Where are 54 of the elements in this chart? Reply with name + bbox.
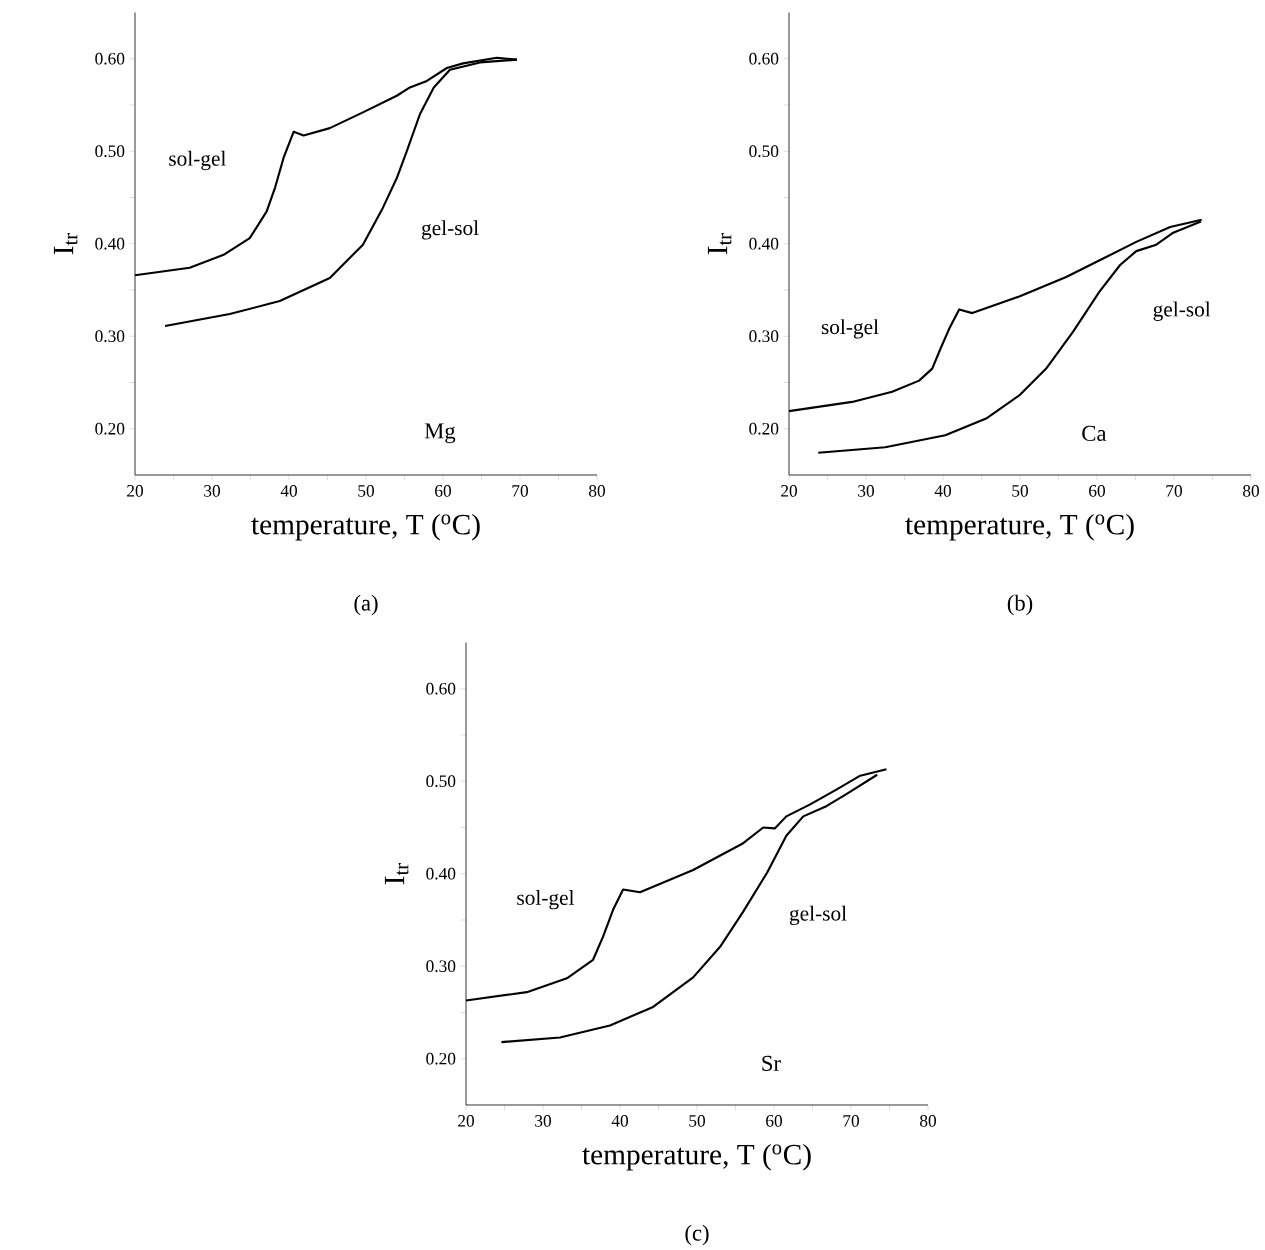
y-tick-label: 0.20	[749, 423, 779, 435]
x-tick-label: 60	[1089, 485, 1106, 497]
text: gel-sol	[1153, 301, 1211, 322]
y-tick-label: 0.60	[749, 52, 779, 65]
text: sol-gel	[821, 319, 879, 339]
x-axis-title: temperature, T ($^{o}$C)	[905, 514, 1134, 541]
y-tick-label: 0.60	[95, 52, 125, 65]
x-tick-label: 70	[1166, 485, 1183, 497]
y-axis-title: I$_{tr}$	[384, 863, 409, 885]
y-tick-label: 0.50	[426, 775, 456, 788]
y-tick-label: 0.30	[426, 960, 456, 973]
text: (c)	[685, 1224, 709, 1246]
y-tick-label: 0.50	[95, 145, 125, 158]
x-tick-label: 20	[127, 485, 144, 497]
x-tick-label: 20	[458, 1115, 475, 1127]
y-tick-label: 0.30	[749, 330, 779, 343]
x-tick-label: 60	[435, 485, 452, 497]
x-tick-label: 40	[934, 485, 952, 497]
series-label: gel-sol	[789, 905, 847, 926]
series-label: sol-gel	[517, 890, 575, 910]
y-tick-label: 0.60	[426, 682, 456, 695]
text: (b)	[1007, 594, 1033, 616]
x-tick-label: 50	[689, 1115, 706, 1127]
annotation: Mg	[424, 423, 456, 444]
text: sol-gel	[169, 150, 226, 171]
y-tick-label: 0.20	[426, 1052, 456, 1065]
y-axis-title: I$_{tr}$	[53, 233, 78, 255]
x-tick-label: 50	[1012, 485, 1029, 497]
x-tick-label: 40	[280, 485, 298, 497]
annotation: Sr	[762, 1055, 781, 1072]
x-tick-label: 80	[920, 1115, 937, 1127]
text: (a)	[354, 594, 378, 616]
x-tick-label: 50	[358, 485, 375, 497]
y-tick-label: 0.20	[95, 423, 125, 435]
series-label: gel-sol	[421, 220, 479, 240]
y-tick-label: 0.50	[749, 145, 779, 158]
y-axis-title: I$_{tr}$	[707, 233, 732, 255]
x-tick-label: 30	[858, 485, 875, 497]
x-axis-title: temperature, T ($^{o}$C)	[251, 514, 480, 541]
x-tick-label: 20	[781, 485, 798, 497]
y-tick-label: 0.40	[749, 238, 779, 250]
x-tick-label: 80	[589, 485, 606, 497]
x-tick-label: 70	[843, 1115, 860, 1127]
x-tick-label: 40	[611, 1115, 629, 1127]
y-tick-label: 0.40	[95, 238, 125, 250]
x-tick-label: 70	[512, 485, 529, 497]
x-axis-title: temperature, T ($^{o}$C)	[582, 1144, 811, 1171]
x-tick-label: 60	[766, 1115, 783, 1127]
x-tick-label: 30	[535, 1115, 552, 1127]
y-tick-label: 0.30	[95, 330, 125, 343]
y-tick-label: 0.40	[426, 867, 456, 880]
x-tick-label: 30	[204, 485, 221, 497]
x-tick-label: 80	[1243, 485, 1260, 497]
annotation: Ca	[1082, 425, 1107, 442]
